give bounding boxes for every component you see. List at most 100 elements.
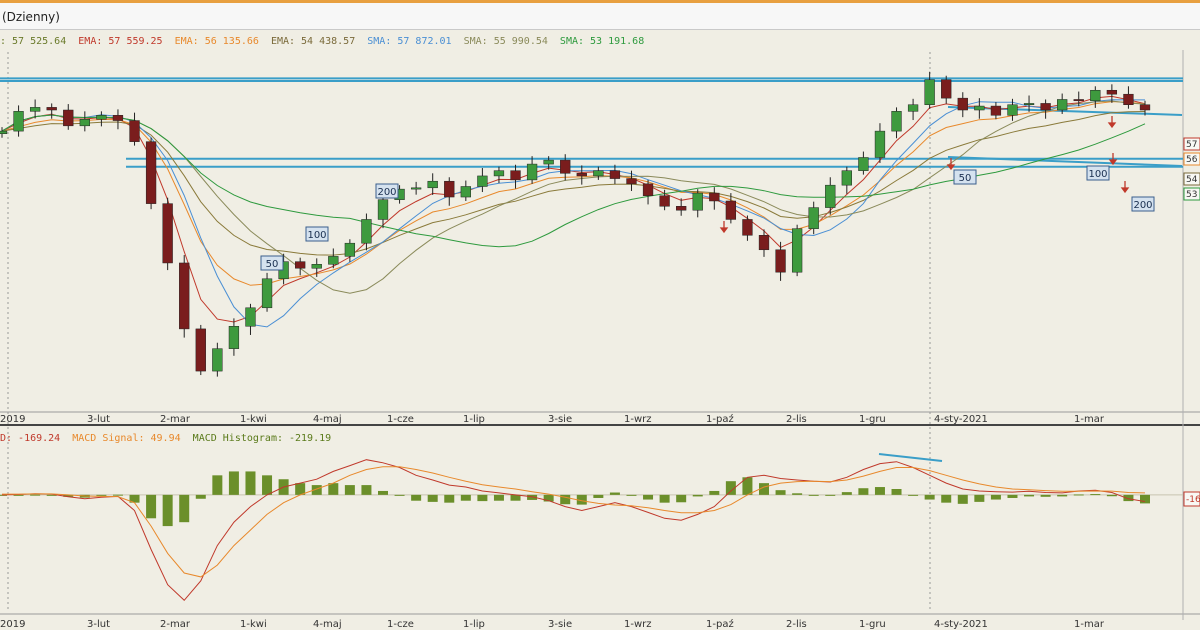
macd-histogram-bar — [841, 492, 852, 495]
candle-body — [179, 262, 190, 330]
candle-body — [295, 261, 306, 269]
legend-macd-item-1: MACD Signal: 49.94 — [72, 433, 193, 444]
candle — [162, 197, 173, 271]
candle — [477, 168, 488, 193]
candle — [642, 179, 654, 205]
candle — [46, 103, 57, 119]
signal-arrow-icon — [1108, 153, 1118, 166]
candle-body — [1073, 99, 1084, 102]
macd-divergence-line — [878, 453, 943, 462]
macd-histogram-bar — [295, 483, 306, 495]
candle-body — [245, 307, 256, 327]
macd-histogram-bar — [328, 483, 339, 495]
candle-body — [791, 228, 803, 273]
candle-body — [543, 159, 554, 165]
candle-body — [145, 141, 157, 204]
macd-histogram-bar — [725, 481, 736, 495]
candle — [609, 164, 621, 185]
macd-histogram-bar — [1090, 494, 1101, 496]
candle — [444, 177, 455, 206]
candle — [576, 165, 587, 185]
x-tick-label: 1-mar — [1074, 619, 1105, 630]
candle-body — [709, 192, 720, 202]
right-axis-tag-1: 56 — [1183, 152, 1200, 166]
ma-tag-label: 100 — [307, 230, 326, 241]
macd-histogram-bar — [1007, 494, 1018, 498]
macd-histogram-bar — [643, 494, 654, 500]
ma-tag-right-50: 50 — [953, 169, 977, 185]
macd-right-tag: -16 — [1183, 491, 1200, 507]
ma-tag-left-200: 200 — [375, 183, 399, 199]
candle — [427, 173, 438, 195]
candle — [791, 224, 803, 277]
legend-top-item-3: EMA: 54 438.57 — [270, 36, 368, 47]
candle — [841, 166, 852, 194]
macd-histogram-bar — [510, 494, 521, 501]
macd-histogram-bar — [262, 475, 273, 495]
macd-histogram-bar — [974, 494, 985, 502]
candle-body — [725, 200, 737, 220]
macd-histogram-bar — [129, 494, 140, 503]
right-axis-tag-box — [1183, 152, 1200, 166]
candle-body — [63, 109, 74, 127]
candle — [460, 180, 471, 201]
macd-histogram-bar — [1057, 494, 1068, 497]
candle-body — [609, 170, 621, 179]
candle-body — [228, 326, 240, 349]
macd-histogram-bar — [394, 494, 405, 496]
right-axis-tag-label: 56 — [1186, 155, 1198, 165]
ema-100-line — [1, 111, 1146, 256]
candle-body — [477, 175, 488, 187]
candle — [941, 75, 952, 104]
candle — [129, 112, 140, 146]
ma-tag-box — [375, 183, 399, 199]
macd-histogram-bar — [1073, 494, 1084, 496]
candle-body — [0, 130, 8, 134]
candle-body — [974, 105, 985, 111]
candle — [990, 102, 1002, 120]
candle-body — [990, 105, 1002, 116]
macd-histogram-bar — [162, 494, 173, 527]
x-tick-label: 4-sty-2021 — [934, 619, 988, 630]
candle — [874, 123, 886, 164]
candle — [1073, 91, 1084, 107]
candle-body — [195, 328, 206, 372]
x-tick-label: 2-lis — [786, 619, 807, 630]
macd-histogram-bar — [759, 483, 769, 495]
candle — [808, 201, 819, 235]
legend-top-item-1: EMA: 57 559.25 — [78, 36, 175, 47]
candle-body — [758, 235, 770, 251]
x-tick-label: 2-mar — [160, 619, 191, 630]
x-tick-label: 2019 — [0, 619, 25, 630]
candle — [676, 198, 687, 216]
right-axis-tag-3: 53 — [1183, 187, 1200, 201]
macd-histogram-bar — [245, 471, 256, 495]
x-tick-label: 1-gru — [859, 414, 886, 425]
ma-tag-box — [260, 255, 284, 271]
candle-body — [858, 157, 869, 171]
macd-histogram-bar — [990, 494, 1001, 500]
candle-body — [692, 192, 703, 211]
macd-histogram-bar — [46, 494, 57, 496]
candle-body — [460, 186, 471, 198]
candle-body — [46, 107, 57, 111]
macd-histogram-bar — [775, 490, 786, 495]
candle-body — [907, 104, 919, 112]
candle-body — [344, 242, 356, 257]
candle-body — [874, 130, 886, 158]
signal-arrow-icon — [719, 221, 729, 234]
candle — [1040, 99, 1051, 119]
macd-histogram-bar — [957, 494, 968, 504]
candle — [245, 303, 256, 335]
candle-body — [261, 278, 273, 309]
candle — [924, 71, 935, 109]
macd-histogram-bar — [808, 494, 819, 496]
macd-histogram-bar — [576, 494, 587, 505]
right-axis-tag-box — [1183, 137, 1200, 151]
candle — [410, 181, 422, 195]
x-tick-label: 3-sie — [548, 414, 572, 425]
x-tick-label: 1-mar — [1074, 414, 1105, 425]
candle — [1007, 98, 1018, 121]
candle — [0, 127, 8, 138]
